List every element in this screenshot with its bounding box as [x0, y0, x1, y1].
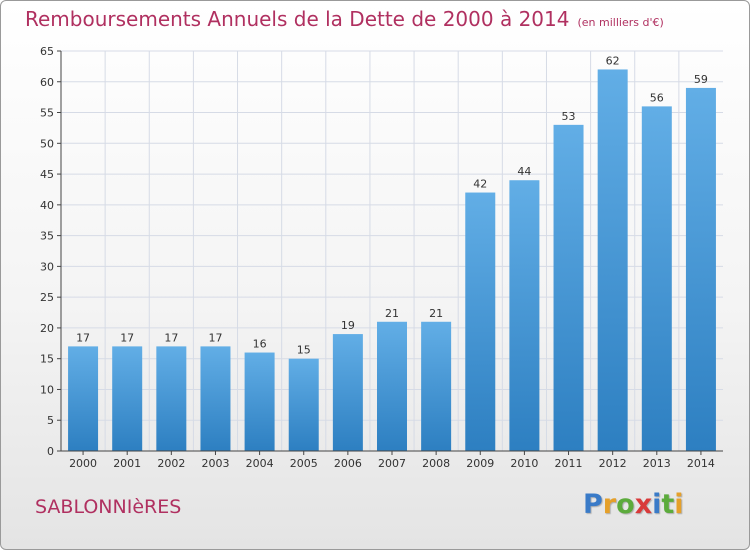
bar-value-label: 21 — [429, 307, 443, 320]
bars — [68, 69, 716, 452]
bar — [597, 69, 628, 451]
logo-letter: o — [616, 489, 635, 520]
bar — [641, 106, 672, 451]
y-tick-label: 25 — [40, 291, 54, 304]
bar-value-label: 16 — [253, 338, 267, 351]
bar-value-label: 17 — [120, 331, 134, 344]
y-tick-label: 0 — [47, 445, 54, 458]
y-tick-label: 65 — [40, 45, 54, 58]
y-tick-label: 5 — [47, 414, 54, 427]
x-tick-label: 2011 — [555, 457, 583, 470]
logo-letter: P — [583, 489, 603, 520]
labels: 0 5 10 15 20 25 30 35 40 45 50 55 60 65 17 2000 17 2001 17… — [40, 45, 715, 470]
bar-value-label: 17 — [208, 331, 222, 344]
bar — [377, 321, 407, 451]
x-tick-label: 2014 — [687, 457, 715, 470]
bar-value-label: 56 — [650, 91, 664, 104]
bar-value-label: 15 — [297, 344, 311, 357]
y-tick-label: 10 — [40, 383, 54, 396]
axes — [57, 50, 723, 455]
bar-value-label: 44 — [517, 165, 531, 178]
logo-letter: x — [634, 489, 653, 520]
proxiti-logo: Proxiti — [583, 489, 684, 520]
logo-letter: i — [652, 489, 662, 520]
bar — [68, 346, 99, 451]
bar-value-label: 59 — [694, 73, 708, 86]
x-tick-label: 2000 — [69, 457, 97, 470]
bar — [553, 124, 584, 451]
chart-title-block: Remboursements Annuels de la Dette de 20… — [25, 7, 664, 31]
bar — [332, 334, 363, 451]
x-tick-label: 2012 — [599, 457, 627, 470]
x-tick-label: 2003 — [201, 457, 229, 470]
bar — [244, 352, 275, 451]
y-tick-label: 45 — [40, 168, 54, 181]
x-tick-label: 2005 — [290, 457, 318, 470]
bar-value-label: 21 — [385, 307, 399, 320]
bar — [509, 180, 540, 451]
bar-value-label: 53 — [562, 110, 576, 123]
x-tick-label: 2009 — [466, 457, 494, 470]
bar-value-label: 42 — [473, 178, 487, 191]
y-tick-label: 60 — [40, 76, 54, 89]
logo-letter: t — [661, 489, 675, 520]
y-tick-label: 50 — [40, 137, 54, 150]
x-tick-label: 2004 — [246, 457, 274, 470]
bar — [685, 87, 716, 451]
y-tick-label: 15 — [40, 353, 54, 366]
bar — [156, 346, 187, 451]
bar — [200, 346, 231, 451]
bar — [421, 321, 452, 451]
y-tick-label: 20 — [40, 322, 54, 335]
x-tick-label: 2010 — [510, 457, 538, 470]
chart-subtitle: (en milliers d'€) — [577, 16, 664, 29]
x-tick-label: 2006 — [334, 457, 362, 470]
bar — [465, 192, 496, 452]
y-tick-label: 55 — [40, 107, 54, 120]
bar-value-label: 17 — [76, 331, 90, 344]
x-tick-label: 2002 — [157, 457, 185, 470]
x-tick-label: 2008 — [422, 457, 450, 470]
bar-value-label: 19 — [341, 319, 355, 332]
bar — [288, 358, 319, 451]
bar-value-label: 62 — [606, 54, 620, 67]
bar — [112, 346, 143, 451]
x-tick-label: 2013 — [643, 457, 671, 470]
y-tick-label: 35 — [40, 230, 54, 243]
y-tick-label: 30 — [40, 260, 54, 273]
logo-letter: r — [602, 489, 617, 520]
logo-letter: i — [674, 489, 684, 520]
commune-name: SABLONNIèRES — [35, 496, 182, 518]
x-tick-label: 2001 — [113, 457, 141, 470]
y-tick-label: 40 — [40, 199, 54, 212]
chart-title: Remboursements Annuels de la Dette de 20… — [25, 7, 570, 31]
x-tick-label: 2007 — [378, 457, 406, 470]
bar-value-label: 17 — [164, 331, 178, 344]
